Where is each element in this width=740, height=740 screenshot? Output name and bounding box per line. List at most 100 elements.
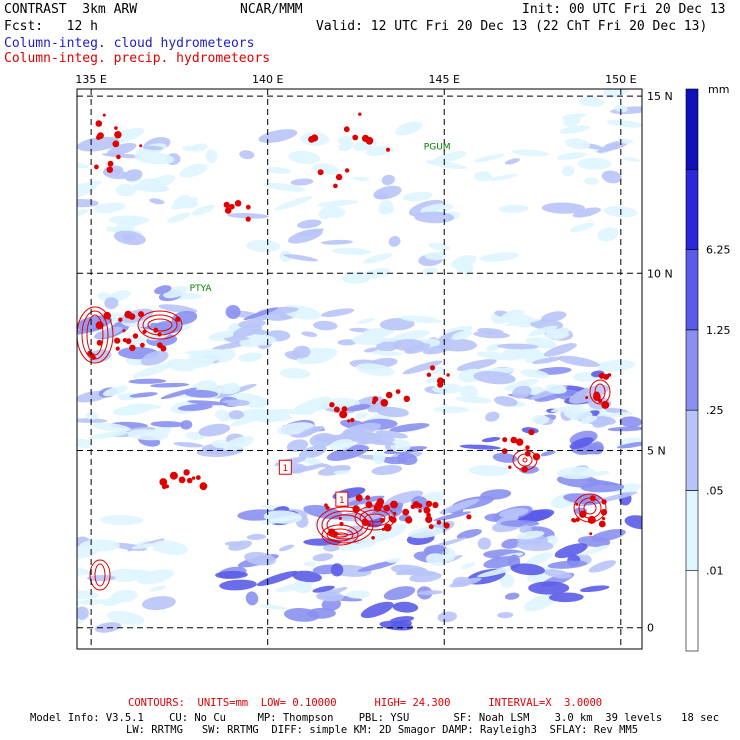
cloud-blob bbox=[561, 165, 575, 177]
precip-dot bbox=[224, 207, 232, 214]
cloud-blob bbox=[402, 360, 443, 375]
cloud-blob bbox=[113, 230, 146, 246]
cloud-blob bbox=[557, 355, 600, 368]
cloud-blob bbox=[437, 611, 458, 623]
cloud-blob bbox=[303, 561, 317, 567]
cloud-blob bbox=[352, 333, 387, 346]
precip-dot bbox=[429, 365, 436, 371]
cloud-blob bbox=[77, 606, 89, 620]
cloud-blob bbox=[77, 590, 99, 600]
cloud-blob bbox=[421, 267, 438, 275]
precip-dot bbox=[116, 154, 121, 160]
cloud-blob bbox=[215, 409, 230, 420]
precip-dot bbox=[510, 436, 518, 444]
precip-dot bbox=[425, 500, 433, 507]
cloud-blob bbox=[504, 592, 520, 600]
cloud-blob bbox=[302, 457, 321, 465]
cloud-blob bbox=[557, 466, 597, 480]
precip-dot bbox=[575, 517, 580, 522]
precip-contour bbox=[364, 513, 386, 523]
station-labels: PGUM PTYA bbox=[190, 142, 451, 294]
cloud-blob bbox=[607, 426, 642, 432]
cloud-blob bbox=[392, 601, 419, 613]
cloud-blob bbox=[439, 498, 480, 515]
precip-contour bbox=[331, 532, 349, 538]
cloud-blob bbox=[432, 151, 467, 164]
precip-dot bbox=[352, 505, 360, 513]
cloud-blob bbox=[365, 523, 407, 543]
cloud-blob bbox=[623, 157, 640, 162]
plot-frame bbox=[76, 88, 643, 650]
cloud-blob bbox=[237, 352, 263, 362]
cloud-blob bbox=[351, 432, 382, 444]
cloud-blob bbox=[597, 227, 619, 242]
cloud-blob bbox=[85, 411, 99, 420]
precip-dot bbox=[403, 395, 410, 402]
cloud-blob bbox=[116, 218, 142, 230]
cloud-blob bbox=[180, 420, 193, 430]
cloud-blob bbox=[167, 212, 191, 223]
cloud-blob bbox=[321, 239, 353, 245]
cloud-blob bbox=[460, 562, 476, 570]
cloud-blob bbox=[527, 325, 558, 337]
colorbar-label: 6.25 bbox=[706, 244, 731, 257]
colorbar-segment bbox=[685, 409, 699, 491]
lon-tick-label: 150 E bbox=[605, 73, 636, 86]
cloud-blob bbox=[498, 508, 529, 518]
cloud-blob bbox=[279, 368, 311, 379]
colorbar-label: .01 bbox=[706, 565, 724, 578]
cloud-blob bbox=[132, 362, 174, 379]
precip-dot bbox=[343, 126, 350, 133]
precip-dot bbox=[128, 313, 136, 320]
cloud-blob bbox=[286, 439, 309, 452]
cloud-blob bbox=[131, 543, 157, 550]
cloud-blob bbox=[371, 465, 403, 475]
cloud-blob bbox=[579, 585, 610, 593]
cloud-blob bbox=[510, 563, 546, 576]
precip-dot bbox=[333, 183, 338, 189]
cloud-blob bbox=[260, 604, 288, 610]
lat-tick-label: 5 N bbox=[647, 445, 666, 458]
precip-dot bbox=[528, 429, 535, 436]
cloud-blob bbox=[412, 570, 437, 576]
cloud-blob bbox=[333, 470, 350, 475]
cloud-blob bbox=[292, 345, 311, 359]
field1-label: Column-integ. cloud hydrometeors bbox=[4, 36, 255, 51]
cloud-blob bbox=[614, 104, 628, 113]
precip-dot bbox=[95, 120, 103, 127]
cloud-blob bbox=[320, 308, 355, 317]
cloud-blob bbox=[77, 184, 97, 199]
cloud-blob bbox=[190, 143, 208, 152]
colorbar-label: 1.25 bbox=[706, 324, 731, 337]
cloud-blob bbox=[364, 347, 379, 353]
cloud-blob bbox=[474, 171, 493, 182]
cloud-blob bbox=[391, 330, 430, 343]
cloud-blob bbox=[217, 383, 241, 395]
cloud-blob bbox=[494, 396, 518, 407]
cloud-blob bbox=[425, 160, 467, 170]
cloud-blob bbox=[389, 423, 430, 433]
precip-dot bbox=[395, 389, 401, 394]
cloud-blob bbox=[335, 543, 367, 551]
cloud-blob bbox=[547, 560, 588, 569]
precip-dot bbox=[186, 477, 193, 484]
cloud-blob bbox=[77, 570, 97, 577]
cloud-blob bbox=[548, 592, 584, 603]
cloud-blob bbox=[381, 456, 407, 465]
precip-dot bbox=[428, 524, 434, 529]
precip-dot bbox=[195, 475, 201, 480]
cloud-blob bbox=[504, 158, 520, 165]
cloud-blob bbox=[77, 209, 89, 217]
precip-contour bbox=[142, 314, 178, 336]
precip-dot bbox=[501, 448, 508, 454]
cloud-blob bbox=[256, 570, 298, 587]
cloud-blob bbox=[245, 591, 259, 606]
precip-dot bbox=[132, 333, 139, 339]
precip-contour bbox=[578, 497, 602, 519]
colorbar-segment bbox=[685, 329, 699, 411]
cloud-blob bbox=[288, 150, 321, 165]
precip-dot bbox=[335, 173, 343, 181]
precip-dot bbox=[352, 134, 359, 141]
precip-dot bbox=[571, 518, 576, 522]
cloud-blob bbox=[240, 408, 284, 423]
